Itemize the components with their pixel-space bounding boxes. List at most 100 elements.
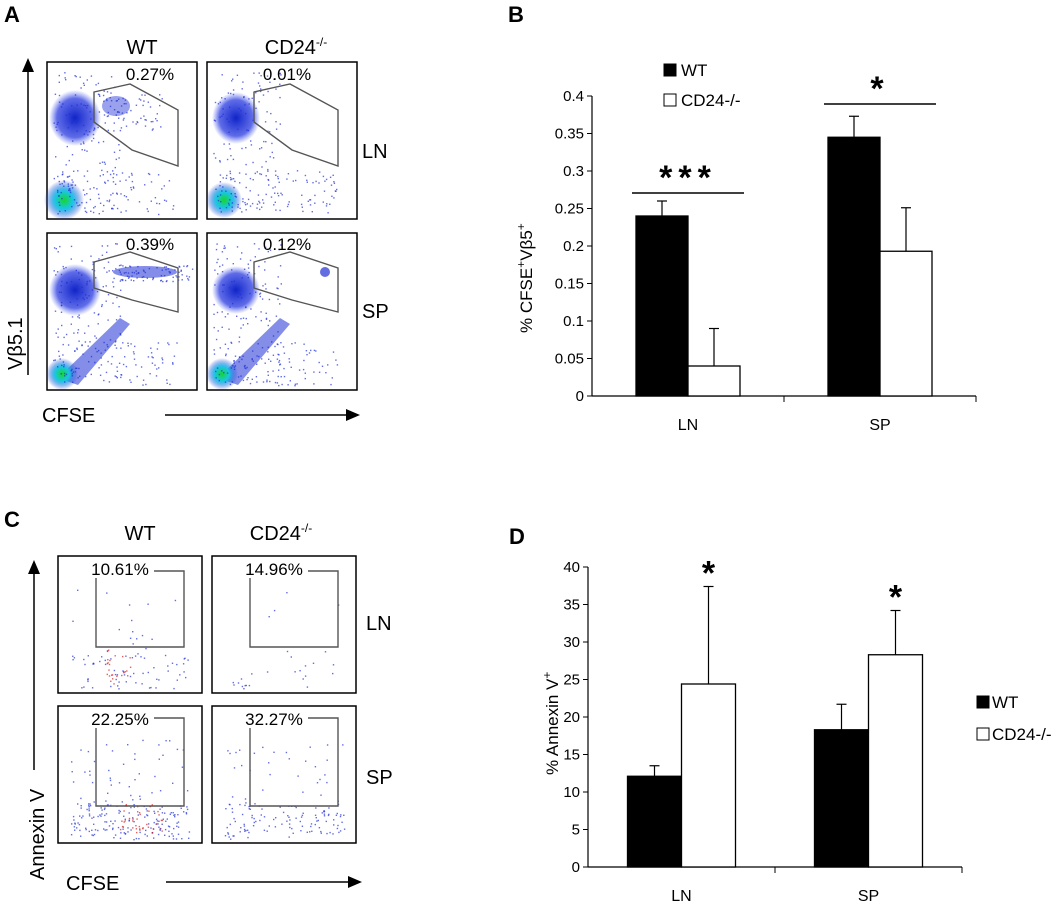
flow-dot bbox=[249, 808, 251, 810]
flow-dot bbox=[71, 205, 73, 208]
flow-dot bbox=[106, 673, 108, 676]
flow-dot bbox=[99, 175, 101, 177]
flow-dot bbox=[168, 826, 171, 828]
flow-dot bbox=[271, 341, 273, 343]
flow-dot bbox=[246, 829, 249, 831]
flow-dot bbox=[61, 197, 63, 200]
flow-dot bbox=[108, 649, 110, 651]
flow-dot bbox=[229, 177, 232, 179]
flow-dot bbox=[145, 119, 147, 121]
flow-dot bbox=[247, 836, 249, 839]
flow-dot bbox=[81, 291, 84, 294]
flow-dot bbox=[90, 210, 92, 212]
flow-dot bbox=[104, 659, 106, 662]
flow-dot bbox=[308, 352, 311, 354]
flow-dot bbox=[312, 662, 315, 664]
flow-dot bbox=[249, 292, 251, 295]
flow-dot bbox=[123, 103, 125, 105]
flow-dot bbox=[279, 303, 281, 305]
flow-dot bbox=[111, 208, 113, 210]
flow-dot bbox=[236, 315, 238, 317]
flow-dot bbox=[172, 835, 174, 837]
flow-dot bbox=[286, 205, 289, 208]
flow-dot bbox=[343, 828, 346, 830]
flow-dot bbox=[93, 816, 95, 818]
flow-dot bbox=[112, 192, 114, 195]
flow-dot bbox=[160, 126, 162, 128]
flow-dot bbox=[227, 92, 230, 94]
flow-dot bbox=[242, 81, 244, 83]
flow-dot bbox=[141, 94, 143, 96]
flow-dot bbox=[289, 819, 291, 821]
flow-dot bbox=[256, 381, 258, 383]
flow-dot bbox=[176, 276, 178, 278]
flow-dot bbox=[118, 111, 120, 113]
flow-dot bbox=[70, 184, 72, 186]
flow-dot bbox=[219, 160, 221, 162]
flow-dot bbox=[145, 383, 147, 386]
flow-dot bbox=[277, 276, 279, 278]
flow-dot bbox=[118, 157, 120, 159]
flow-dot bbox=[226, 372, 229, 374]
flow-dot bbox=[112, 827, 114, 829]
flow-dot bbox=[172, 280, 174, 283]
flow-dot bbox=[78, 823, 81, 826]
flow-dot bbox=[89, 803, 91, 805]
flow-dot bbox=[176, 342, 178, 344]
flow-dot bbox=[101, 169, 103, 172]
flow-dot bbox=[245, 163, 247, 166]
flow-dot bbox=[88, 810, 90, 812]
flow-dot bbox=[77, 316, 79, 318]
flow-dot bbox=[137, 811, 139, 813]
chart-d-y-label: % Annexin V+ bbox=[540, 672, 562, 775]
flow-dot bbox=[237, 376, 240, 378]
flow-dot bbox=[239, 258, 242, 260]
flow-dot bbox=[108, 663, 111, 666]
flow-dot bbox=[105, 371, 108, 374]
flow-dot bbox=[136, 831, 138, 834]
flow-dot bbox=[228, 204, 230, 206]
y-tick-label: 0 bbox=[576, 388, 584, 405]
flow-dot bbox=[100, 815, 102, 817]
flow-dot bbox=[109, 97, 111, 99]
flow-dot bbox=[148, 173, 151, 176]
flow-dot bbox=[86, 107, 88, 109]
flow-dot bbox=[74, 75, 76, 77]
flow-dot bbox=[110, 92, 112, 94]
flow-dot bbox=[312, 182, 314, 184]
flow-dot bbox=[167, 665, 169, 667]
flow-dot bbox=[238, 336, 241, 338]
legend-swatch-wt bbox=[976, 695, 990, 709]
arrow-up-icon bbox=[28, 560, 40, 574]
flow-dot bbox=[116, 674, 119, 676]
flow-dot bbox=[150, 121, 152, 123]
flow-dot bbox=[278, 384, 280, 387]
flow-dot bbox=[168, 343, 170, 346]
flow-dot bbox=[172, 276, 174, 278]
flow-dot bbox=[216, 243, 218, 245]
flow-dot bbox=[132, 817, 134, 819]
flow-dot bbox=[122, 119, 125, 121]
flow-dot bbox=[317, 819, 319, 822]
flow-dot bbox=[74, 94, 77, 96]
flow-dot bbox=[321, 812, 323, 814]
flow-dot bbox=[151, 804, 153, 806]
flow-dot bbox=[88, 295, 90, 297]
flow-dot bbox=[318, 182, 320, 184]
flow-dot bbox=[67, 127, 69, 129]
flow-dot bbox=[153, 821, 155, 824]
flow-dot bbox=[124, 832, 127, 835]
flow-dot bbox=[253, 243, 256, 245]
flow-dot bbox=[107, 261, 110, 263]
flow-dot bbox=[70, 245, 73, 248]
flow-dot bbox=[248, 98, 250, 100]
flow-dot bbox=[106, 804, 109, 806]
flow-dot bbox=[98, 111, 101, 113]
flow-dot bbox=[105, 300, 107, 302]
flow-dot bbox=[119, 180, 121, 182]
flow-dot bbox=[94, 205, 96, 208]
flow-dot bbox=[81, 817, 83, 819]
flow-dot bbox=[121, 801, 123, 803]
flow-dot bbox=[323, 813, 326, 815]
flow-dot bbox=[82, 815, 84, 817]
